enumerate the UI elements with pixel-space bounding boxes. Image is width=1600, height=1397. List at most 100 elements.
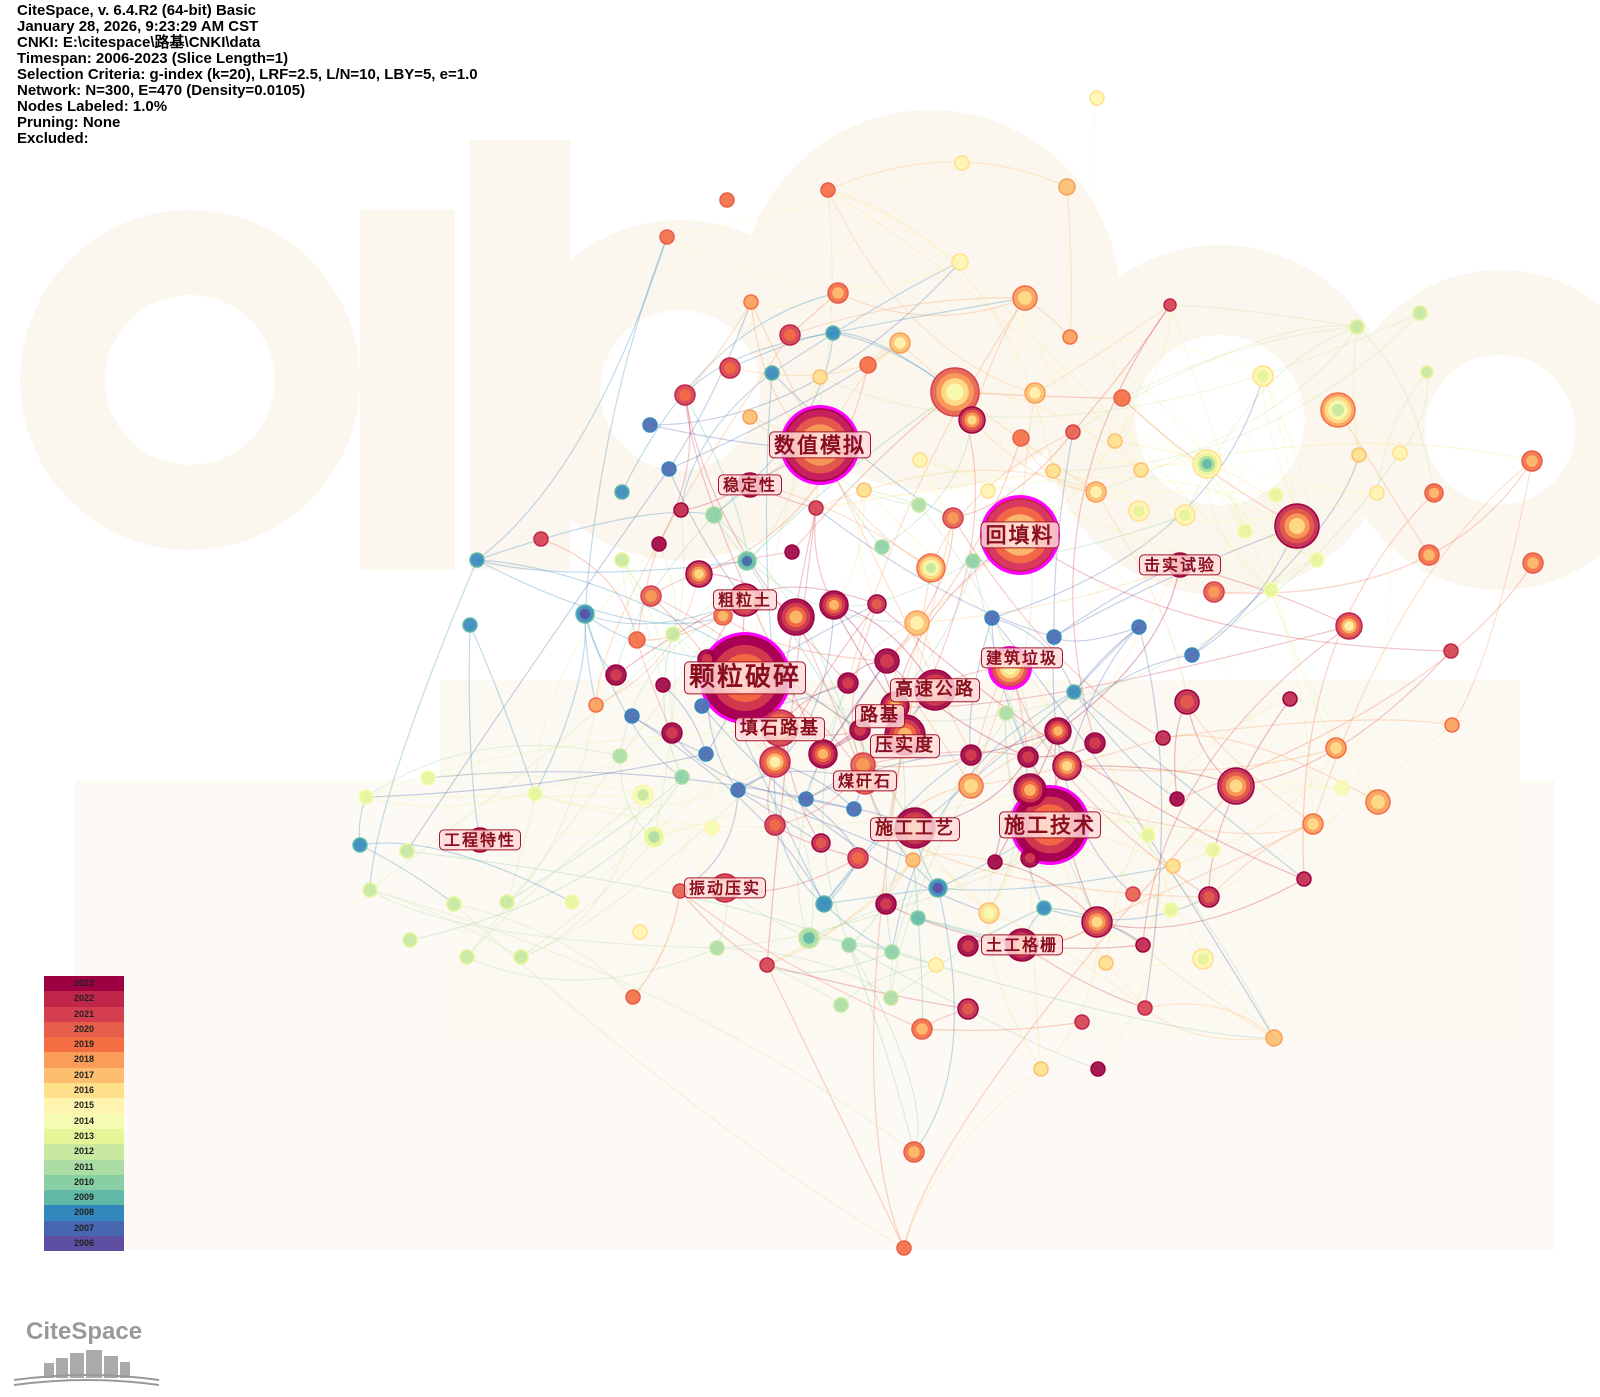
node[interactable] bbox=[883, 990, 899, 1006]
node[interactable] bbox=[730, 782, 746, 798]
node[interactable] bbox=[402, 932, 418, 948]
node[interactable] bbox=[719, 357, 741, 379]
node[interactable] bbox=[1062, 329, 1078, 345]
node-label[interactable]: 填石路基 bbox=[735, 717, 825, 741]
node[interactable] bbox=[358, 789, 374, 805]
node[interactable] bbox=[1013, 773, 1047, 807]
node[interactable] bbox=[1265, 1029, 1283, 1047]
node[interactable] bbox=[588, 697, 604, 713]
node-label[interactable]: 路基 bbox=[855, 704, 905, 728]
node[interactable] bbox=[742, 409, 758, 425]
node[interactable] bbox=[1163, 902, 1179, 918]
node[interactable] bbox=[704, 820, 720, 836]
node[interactable] bbox=[896, 1240, 912, 1256]
node[interactable] bbox=[1274, 503, 1320, 549]
node-label[interactable]: 土工格栅 bbox=[980, 934, 1064, 956]
node-label[interactable]: 工程特性 bbox=[438, 829, 522, 851]
node[interactable] bbox=[1113, 389, 1131, 407]
node[interactable] bbox=[674, 769, 690, 785]
node[interactable] bbox=[1081, 906, 1113, 938]
node[interactable] bbox=[847, 847, 869, 869]
node-label[interactable]: 颗粒破碎 bbox=[683, 661, 807, 695]
node[interactable] bbox=[759, 957, 775, 973]
node[interactable] bbox=[965, 553, 981, 569]
node-label[interactable]: 建筑垃圾 bbox=[980, 647, 1064, 669]
node[interactable] bbox=[1369, 485, 1385, 501]
node[interactable] bbox=[1155, 730, 1171, 746]
node[interactable] bbox=[910, 910, 926, 926]
node[interactable] bbox=[957, 935, 979, 957]
node[interactable] bbox=[1074, 1014, 1090, 1030]
node[interactable] bbox=[1217, 767, 1255, 805]
node[interactable] bbox=[1522, 552, 1544, 574]
node[interactable] bbox=[673, 502, 689, 518]
node[interactable] bbox=[362, 882, 378, 898]
node[interactable] bbox=[912, 452, 928, 468]
node[interactable] bbox=[798, 927, 820, 949]
node[interactable] bbox=[719, 192, 735, 208]
node[interactable] bbox=[632, 784, 654, 806]
node[interactable] bbox=[884, 944, 900, 960]
node[interactable] bbox=[705, 506, 723, 524]
node[interactable] bbox=[1424, 483, 1444, 503]
node[interactable] bbox=[1412, 305, 1428, 321]
node[interactable] bbox=[661, 722, 683, 744]
node[interactable] bbox=[764, 365, 780, 381]
node[interactable] bbox=[352, 837, 368, 853]
node[interactable] bbox=[874, 539, 890, 555]
node[interactable] bbox=[655, 677, 671, 693]
node[interactable] bbox=[820, 182, 836, 198]
node[interactable] bbox=[779, 324, 801, 346]
node-label[interactable]: 煤矸石 bbox=[832, 770, 898, 792]
node[interactable] bbox=[1174, 689, 1200, 715]
node[interactable] bbox=[837, 672, 859, 694]
node[interactable] bbox=[928, 957, 944, 973]
node[interactable] bbox=[1046, 629, 1062, 645]
node[interactable] bbox=[916, 553, 946, 583]
node[interactable] bbox=[399, 843, 415, 859]
node[interactable] bbox=[642, 417, 658, 433]
node[interactable] bbox=[812, 369, 828, 385]
node[interactable] bbox=[1418, 544, 1440, 566]
node[interactable] bbox=[867, 594, 887, 614]
node[interactable] bbox=[1169, 791, 1185, 807]
node[interactable] bbox=[499, 894, 515, 910]
node[interactable] bbox=[1084, 732, 1106, 754]
node[interactable] bbox=[998, 705, 1014, 721]
node[interactable] bbox=[777, 598, 815, 636]
node-label[interactable]: 击实试验 bbox=[1138, 554, 1222, 576]
node[interactable] bbox=[1052, 751, 1082, 781]
node[interactable] bbox=[1131, 619, 1147, 635]
node[interactable] bbox=[743, 294, 759, 310]
node[interactable] bbox=[737, 551, 757, 571]
node[interactable] bbox=[987, 854, 1003, 870]
node-label[interactable]: 振动压实 bbox=[683, 877, 767, 899]
node[interactable] bbox=[685, 560, 713, 588]
node[interactable] bbox=[1320, 392, 1356, 428]
node[interactable] bbox=[958, 406, 986, 434]
node[interactable] bbox=[533, 531, 549, 547]
node[interactable] bbox=[1033, 1061, 1049, 1077]
node[interactable] bbox=[713, 606, 733, 626]
node[interactable] bbox=[957, 998, 979, 1020]
node[interactable] bbox=[904, 610, 930, 636]
node[interactable] bbox=[1107, 433, 1123, 449]
node[interactable] bbox=[665, 626, 681, 642]
node[interactable] bbox=[1135, 937, 1151, 953]
node[interactable] bbox=[612, 748, 628, 764]
node[interactable] bbox=[1098, 955, 1114, 971]
node[interactable] bbox=[1192, 449, 1222, 479]
node[interactable] bbox=[958, 773, 984, 799]
node[interactable] bbox=[624, 708, 640, 724]
node[interactable] bbox=[1237, 523, 1253, 539]
node[interactable] bbox=[954, 155, 970, 171]
node[interactable] bbox=[1443, 643, 1459, 659]
node[interactable] bbox=[1349, 319, 1365, 335]
node[interactable] bbox=[1268, 487, 1284, 503]
node[interactable] bbox=[903, 1141, 925, 1163]
node[interactable] bbox=[911, 1018, 933, 1040]
node[interactable] bbox=[960, 744, 982, 766]
node[interactable] bbox=[1174, 504, 1196, 526]
node[interactable] bbox=[462, 617, 478, 633]
